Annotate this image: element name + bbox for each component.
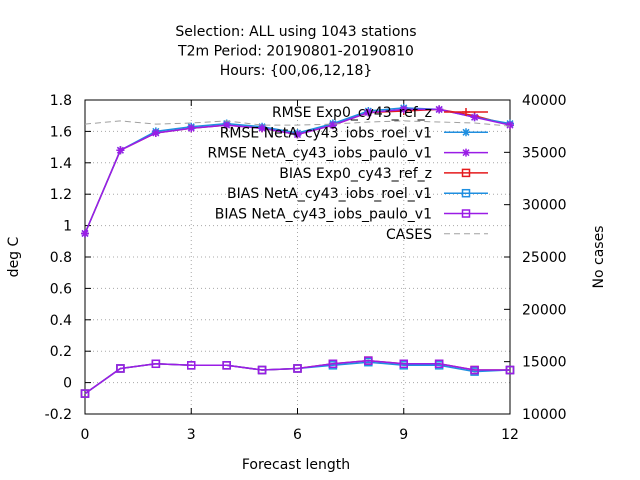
y2-tick-label: 20000	[522, 302, 567, 318]
legend-label: BIAS NetA_cy43_iobs_roel_v1	[227, 186, 432, 202]
x-axis-label: Forecast length	[242, 457, 350, 473]
title-line: Selection: ALL using 1043 stations	[175, 24, 416, 40]
y-tick-label: 1.2	[50, 187, 72, 203]
point-marker	[462, 108, 470, 116]
series-line	[84, 120, 511, 127]
point-marker	[505, 365, 515, 375]
legend-label: CASES	[386, 227, 432, 243]
legend-item: RMSE Exp0_cy43_ref_z	[272, 105, 488, 121]
point-marker	[328, 121, 337, 130]
legend-label: RMSE NetA_cy43_iobs_paulo_v1	[207, 146, 432, 162]
point-marker	[470, 113, 479, 122]
point-marker	[399, 105, 408, 114]
legend: RMSE Exp0_cy43_ref_z RMSE NetA_cy43_iobs_…	[207, 105, 488, 243]
x-tick-label: 9	[399, 427, 408, 443]
y2-tick-label: 15000	[522, 355, 567, 371]
legend-label: RMSE NetA_cy43_iobs_roel_v1	[220, 125, 432, 141]
point-marker	[364, 356, 373, 365]
point-marker	[151, 359, 161, 369]
legend-item: BIAS Exp0_cy43_ref_z	[279, 166, 488, 182]
point-marker	[461, 209, 471, 218]
point-marker	[461, 168, 471, 178]
point-marker	[434, 359, 444, 369]
y-tick-label: 0.2	[50, 344, 72, 360]
point-marker	[506, 121, 514, 130]
y-tick-label: -0.2	[45, 407, 72, 423]
y-tick-label: 0.6	[50, 281, 72, 297]
y2-tick-label: 35000	[522, 145, 567, 161]
y-tick-label: 0	[63, 376, 72, 392]
point-marker	[80, 389, 90, 398]
legend-label: BIAS NetA_cy43_iobs_paulo_v1	[215, 207, 432, 223]
title-line: Hours: {00,06,12,18}	[220, 63, 373, 79]
y2-tick-label: 10000	[522, 407, 567, 423]
y-tick-label: 1.4	[50, 156, 72, 172]
point-marker	[116, 364, 125, 373]
legend-item: RMSE NetA_cy43_iobs_paulo_v1	[207, 146, 488, 162]
x-tick-label: 12	[501, 427, 519, 443]
title-line: T2m Period: 20190801-20190810	[177, 44, 414, 60]
point-marker	[461, 188, 471, 198]
series-lines	[80, 103, 515, 398]
point-marker	[293, 130, 302, 139]
point-marker	[151, 128, 160, 137]
x-tick-label: 0	[81, 427, 90, 443]
y-tick-label: 1.6	[50, 124, 72, 140]
x-tick-label: 3	[187, 427, 196, 443]
series-bias-exp0-cy43-ref-z	[80, 356, 515, 398]
y-tick-label: 1.8	[50, 93, 72, 109]
x-tick-label: 6	[293, 427, 302, 443]
y-tick-label: 0.4	[50, 313, 72, 329]
series-cases	[84, 120, 511, 127]
legend-item: BIAS NetA_cy43_iobs_paulo_v1	[215, 207, 488, 223]
axes: -0.2 0 0.2 0.4 0.6 0.8 1 1.2 1.4 1.6 1.8 10000 15000…	[45, 93, 567, 443]
y2-tick-label: 30000	[522, 198, 567, 214]
legend-item: BIAS NetA_cy43_iobs_roel_v1	[227, 186, 488, 202]
series-line	[84, 359, 510, 395]
series-bias-neta-cy43-iobs-paulo-v1	[80, 356, 515, 398]
point-marker	[470, 365, 479, 375]
legend-label: BIAS Exp0_cy43_ref_z	[279, 166, 432, 182]
point-marker	[435, 105, 444, 114]
legend-item: RMSE NetA_cy43_iobs_roel_v1	[220, 125, 488, 141]
point-marker	[257, 365, 267, 375]
legend-item: CASES	[386, 227, 488, 243]
chart-title: Selection: ALL using 1043 stations T2m Pe…	[175, 24, 416, 79]
y2-axis-label: No cases	[591, 226, 607, 289]
y2-tick-label: 25000	[522, 250, 567, 266]
point-marker	[187, 361, 196, 370]
point-marker	[462, 148, 470, 157]
point-marker	[258, 124, 267, 133]
point-marker	[187, 124, 196, 133]
y2-tick-label: 40000	[522, 93, 567, 109]
point-marker	[399, 359, 408, 369]
point-marker	[364, 108, 373, 117]
point-marker	[222, 361, 231, 370]
y-axis-label: deg C	[6, 236, 22, 277]
point-marker	[116, 146, 125, 155]
point-marker	[328, 359, 338, 369]
point-marker	[222, 121, 231, 130]
y-tick-label: 0.8	[50, 250, 72, 266]
y-tick-label: 1	[63, 219, 72, 235]
series-rmse-neta-cy43-iobs-paulo-v1	[81, 105, 514, 238]
point-marker	[462, 128, 470, 137]
point-marker	[293, 364, 302, 373]
legend-label: RMSE Exp0_cy43_ref_z	[272, 105, 432, 121]
point-marker	[81, 229, 89, 238]
